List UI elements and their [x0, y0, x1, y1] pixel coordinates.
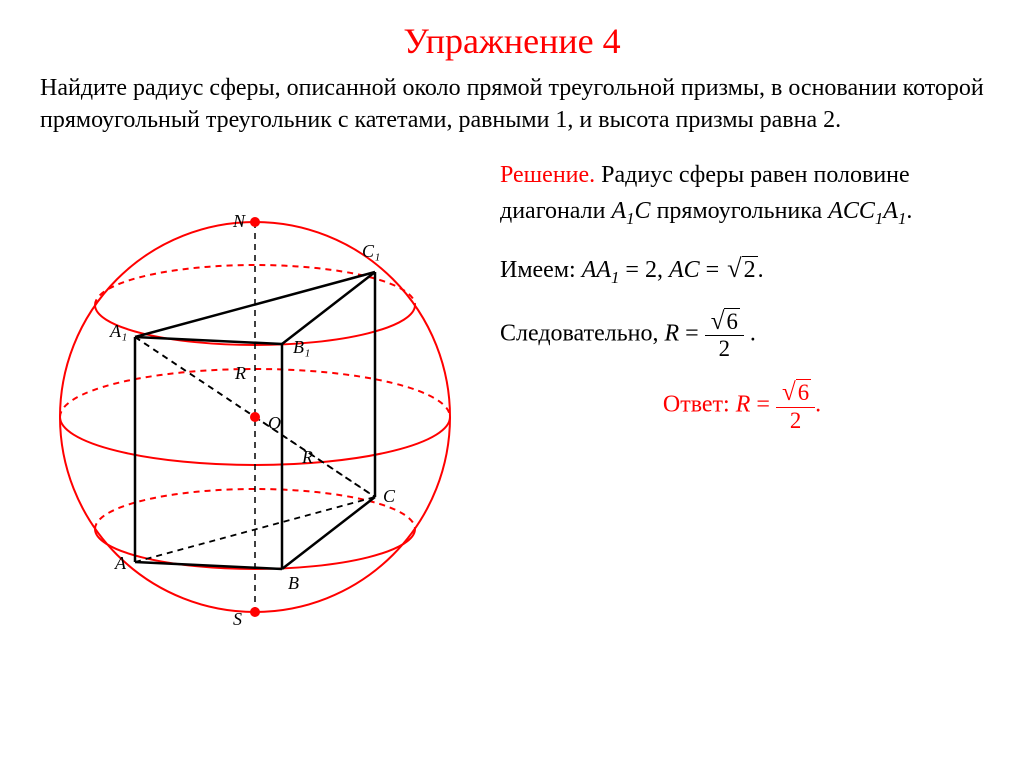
sol3-eq: =: [679, 320, 705, 346]
sol3-end: .: [744, 320, 756, 346]
svg-text:B: B: [288, 573, 299, 593]
svg-text:N: N: [232, 211, 246, 231]
solution-line-3: Следовательно, R = 62 .: [500, 308, 984, 362]
title-text: Упражнение 4: [403, 21, 620, 61]
svg-text:O: O: [268, 413, 281, 433]
answer-line: Ответ: R = 62.: [500, 379, 984, 433]
svg-text:R: R: [301, 447, 313, 467]
svg-text:A₁: A₁: [109, 321, 127, 341]
sol1-p3: .: [906, 198, 912, 224]
problem-text: Найдите радиус сферы, описанной около пр…: [40, 75, 984, 133]
svg-text:R: R: [234, 363, 246, 383]
problem-statement: Найдите радиус сферы, описанной около пр…: [40, 72, 984, 137]
diagram-column: A B C A₁ B₁ C₁ O N S R R: [40, 157, 470, 662]
svg-text:A: A: [114, 553, 127, 573]
solution-column: Решение. Радиус сферы равен половине диа…: [500, 157, 984, 662]
sol2-prefix: Имеем:: [500, 257, 582, 283]
R-var: R: [664, 320, 679, 346]
answer-eq: =: [750, 392, 776, 418]
sol2-end: .: [758, 257, 764, 283]
svg-text:B₁: B₁: [293, 337, 310, 357]
svg-text:C₁: C₁: [362, 241, 380, 261]
answer-frac: 62: [776, 379, 815, 433]
answer-label: Ответ:: [663, 392, 730, 418]
solution-line-2: Имеем: AA1 = 2, AC = 2.: [500, 249, 984, 290]
diag-A1C: A1C: [611, 198, 650, 224]
solution-label: Решение.: [500, 162, 595, 188]
answer-R: R: [736, 392, 751, 418]
answer-end: .: [815, 392, 821, 418]
sol3-prefix: Следовательно,: [500, 320, 664, 346]
sqrt2: 2: [725, 249, 757, 289]
AA1: AA1: [582, 257, 620, 283]
AA1-val: = 2,: [619, 257, 669, 283]
solution-line-1: Решение. Радиус сферы равен половине диа…: [500, 157, 984, 231]
svg-text:C: C: [383, 486, 396, 506]
sphere-prism-diagram: A B C A₁ B₁ C₁ O N S R R: [40, 157, 470, 657]
frac-sqrt6-over-2: 62: [705, 308, 744, 362]
AC-eq: =: [700, 257, 726, 283]
AC: AC: [669, 257, 700, 283]
svg-text:S: S: [233, 609, 242, 629]
content-row: A B C A₁ B₁ C₁ O N S R R Решение. Радиус сферы рав…: [40, 157, 984, 662]
sol1-p2: прямоугольника: [651, 198, 829, 224]
exercise-title: Упражнение 4: [40, 20, 984, 62]
rect-ACC1A1: ACC1A1: [828, 198, 906, 224]
